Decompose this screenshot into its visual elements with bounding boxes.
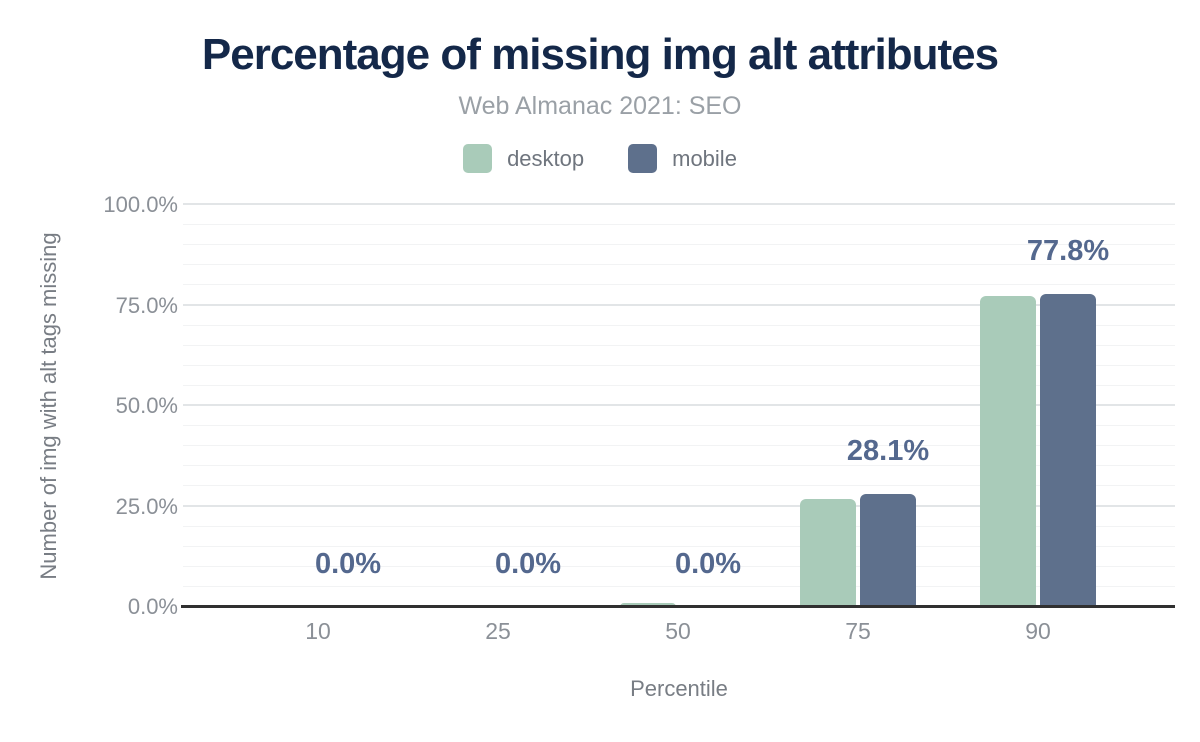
- bar-mobile-p75[interactable]: [860, 494, 916, 607]
- major-gridline-25: [183, 504, 1175, 507]
- minor-gridline-5: [183, 585, 1175, 587]
- minor-gridline-85: [183, 264, 1175, 266]
- minor-gridline-90: [183, 244, 1175, 246]
- data-label-p90: 77.8%: [1026, 235, 1110, 268]
- minor-gridline-30: [183, 485, 1175, 487]
- legend: desktop mobile: [0, 144, 1200, 173]
- minor-gridline-55: [183, 384, 1175, 386]
- y-tick-25: 25.0%: [115, 493, 178, 519]
- minor-gridline-65: [183, 344, 1175, 346]
- x-tick-10: 10: [305, 618, 331, 644]
- data-label-p25: 0.0%: [494, 548, 562, 580]
- y-tick-100: 100.0%: [103, 192, 178, 217]
- mobile-swatch-icon: [628, 144, 658, 173]
- data-label-p75: 28.1%: [846, 435, 930, 468]
- minor-gridline-20: [183, 525, 1175, 527]
- major-gridline-75: [183, 303, 1175, 306]
- minor-gridline-70: [183, 324, 1175, 326]
- legend-item-desktop: desktop: [463, 144, 584, 173]
- minor-gridline-15: [183, 545, 1175, 547]
- legend-label-mobile: mobile: [672, 145, 737, 171]
- bar-desktop-p90[interactable]: [980, 296, 1036, 607]
- legend-item-mobile: mobile: [628, 144, 737, 173]
- chart-title: Percentage of missing img alt attributes: [201, 30, 999, 79]
- minor-gridline-60: [183, 364, 1175, 366]
- x-tick-90: 90: [1025, 618, 1051, 644]
- y-tick-75: 75.0%: [115, 292, 178, 318]
- y-tick-0: 0.0%: [127, 594, 178, 619]
- data-label-p10: 0.0%: [314, 548, 382, 580]
- legend-label-desktop: desktop: [507, 145, 585, 171]
- bar-desktop-p75[interactable]: [800, 499, 856, 607]
- chart-subtitle: Web Almanac 2021: SEO: [458, 92, 742, 120]
- minor-gridline-10: [183, 565, 1175, 567]
- plot-area: [181, 203, 1175, 608]
- x-tick-75: 75: [845, 618, 871, 644]
- x-axis-title: Percentile: [630, 676, 728, 701]
- minor-gridline-40: [183, 445, 1175, 447]
- major-gridline-100: [183, 203, 1175, 205]
- x-axis-line: [181, 605, 1175, 608]
- minor-gridline-80: [183, 284, 1175, 286]
- bar-desktop-p50[interactable]: [620, 602, 676, 607]
- x-tick-50: 50: [665, 618, 691, 644]
- x-tick-25: 25: [485, 618, 511, 644]
- minor-gridline-95: [183, 224, 1175, 226]
- y-tick-50: 50.0%: [115, 393, 178, 418]
- bar-mobile-p90[interactable]: [1040, 294, 1096, 607]
- major-gridline-50: [183, 404, 1175, 406]
- minor-gridline-45: [183, 425, 1175, 427]
- data-label-p50: 0.0%: [674, 548, 742, 580]
- minor-gridline-35: [183, 465, 1175, 467]
- desktop-swatch-icon: [463, 144, 493, 173]
